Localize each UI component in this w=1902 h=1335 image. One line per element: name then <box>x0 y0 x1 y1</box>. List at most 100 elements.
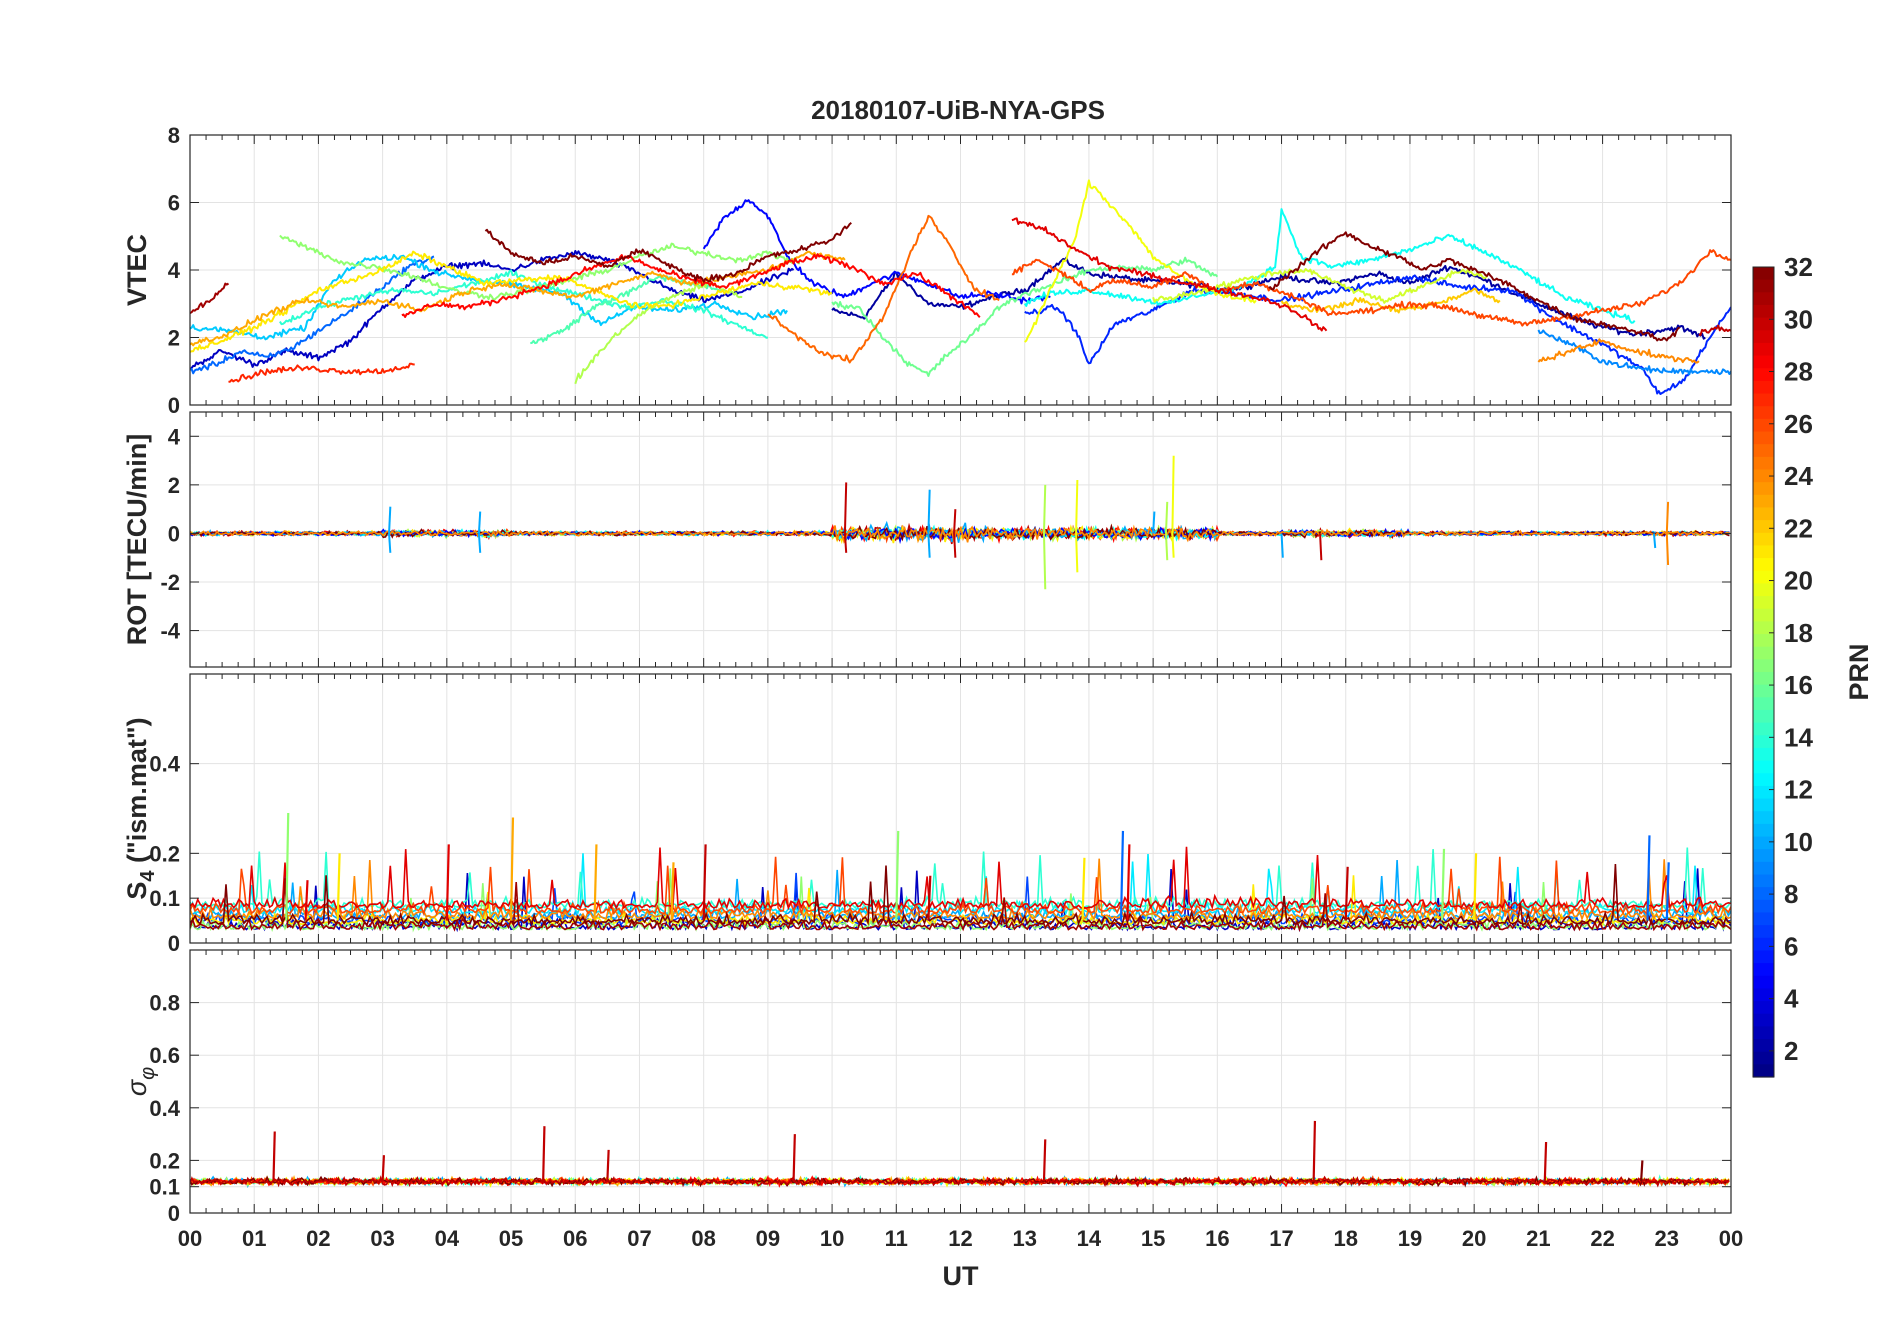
vtec-series-prn-28 <box>401 253 981 318</box>
colorbar-swatch <box>1753 709 1774 724</box>
x-tick-label: 05 <box>499 1226 523 1251</box>
colorbar-tick-label: 32 <box>1784 252 1813 282</box>
rot-spike-prn-20 <box>1171 533 1175 558</box>
x-tick-label: 04 <box>435 1226 460 1251</box>
s4-peak-prn-23 <box>593 844 598 921</box>
colorbar-swatch <box>1753 545 1774 559</box>
colorbar-label: PRN <box>1844 643 1874 700</box>
colorbar-swatch <box>1753 456 1774 471</box>
x-tick-label: 14 <box>1077 1226 1102 1251</box>
y-tick-label: 0.1 <box>149 1175 180 1200</box>
rot-spike-prn-30 <box>843 533 848 553</box>
vtec-series-prn-3 <box>190 250 795 371</box>
rot-spike-prn-30 <box>1319 533 1323 561</box>
vtec-series-prn-23 <box>190 250 846 347</box>
y-tick-label: 2 <box>168 473 180 498</box>
colorbar-swatch <box>1753 418 1774 433</box>
s4-peak-prn-23 <box>670 862 675 921</box>
sigma-spike-prn-30 <box>606 1149 610 1182</box>
vtec-series-prn-30 <box>1698 324 1731 337</box>
colorbar-swatch <box>1753 558 1774 572</box>
rot-spike-prn-10 <box>927 489 931 534</box>
y-tick-label: 6 <box>168 191 180 216</box>
colorbar-swatch <box>1753 735 1774 749</box>
colorbar-swatch <box>1753 482 1774 496</box>
colorbar-tick-label: 14 <box>1784 722 1813 752</box>
colorbar-swatch <box>1753 570 1774 585</box>
s4-peak-prn-30 <box>1344 866 1349 921</box>
y-tick-label: 0 <box>168 393 180 418</box>
vtec-series-prn-20 <box>1024 179 1257 343</box>
y-tick-label: 2 <box>168 326 180 351</box>
colorbar-swatch <box>1753 849 1774 863</box>
panel-rot: -4 -2 0 2 4 ROT [TECU/min] <box>122 411 1732 668</box>
colorbar-swatch <box>1753 330 1774 344</box>
panel-sigma-grid <box>189 950 1732 1214</box>
colorbar-swatch <box>1753 1039 1774 1053</box>
colorbar-tick-label: 6 <box>1784 931 1798 961</box>
vtec-series-prn-25 <box>767 214 1000 364</box>
vtec-series-prn-17 <box>279 234 801 301</box>
panel-sigma: 00.10.2 0.4 0.6 0.8 σφ <box>122 949 1732 1226</box>
vtec-series-prn-22 <box>1280 287 1501 314</box>
x-tick-label: 09 <box>756 1226 780 1251</box>
x-tick-label: 00 <box>178 1226 202 1251</box>
colorbar-swatch <box>1753 304 1774 319</box>
sigma-spike-prn-30 <box>1042 1139 1047 1182</box>
rot-spike-prn-20 <box>1171 455 1175 534</box>
y-tick-label: 0.6 <box>149 1043 180 1068</box>
vtec-series-prn-21 <box>190 250 833 353</box>
x-tick-label: 10 <box>820 1226 844 1251</box>
colorbar-swatch <box>1753 874 1774 888</box>
s4-peak-prn-29 <box>445 844 450 921</box>
colorbar-swatch <box>1753 393 1774 407</box>
s4-peak-prn-23 <box>509 817 515 921</box>
s4-peak-prn-8 <box>1646 835 1651 921</box>
x-tick-label: 22 <box>1590 1226 1614 1251</box>
colorbar-tick-label: 10 <box>1784 827 1813 857</box>
colorbar-swatch <box>1753 811 1774 825</box>
colorbar-swatch <box>1753 836 1774 850</box>
colorbar-swatch <box>1753 937 1774 952</box>
x-tick-label: 11 <box>885 1226 908 1251</box>
rot-spike-prn-20 <box>1075 479 1079 534</box>
s4-peak-prn-30 <box>927 875 932 921</box>
colorbar-swatch <box>1753 697 1774 711</box>
rot-spike-prn-24 <box>1665 533 1670 566</box>
colorbar-tick-label: 4 <box>1784 984 1799 1014</box>
s4-peak-prn-17 <box>1440 848 1446 921</box>
rot-spike-prn-10 <box>477 511 482 534</box>
colorbar-swatch <box>1753 722 1774 736</box>
colorbar-swatch <box>1753 621 1774 635</box>
rot-spike-prn-30 <box>843 482 848 534</box>
y-tick-label: 0.8 <box>149 991 180 1016</box>
rot-spike-prn-18 <box>1042 533 1047 590</box>
x-tick-label: 15 <box>1141 1226 1165 1251</box>
x-tick-label: 21 <box>1526 1226 1550 1251</box>
colorbar-swatch <box>1753 823 1774 838</box>
colorbar-tick-label: 30 <box>1784 304 1813 334</box>
colorbar-swatch <box>1753 532 1774 547</box>
colorbar-tick-label: 20 <box>1784 566 1813 596</box>
colorbar-tick-label: 12 <box>1784 775 1813 805</box>
colorbar-swatch <box>1753 406 1774 420</box>
x-axis-label: UT <box>943 1261 979 1291</box>
x-tick-label: 12 <box>948 1226 972 1251</box>
vtec-series-prn-24 <box>1537 338 1700 364</box>
colorbar-swatch <box>1753 773 1774 787</box>
s4-peak-prn-29 <box>1126 844 1131 921</box>
panel-vtec-data <box>190 179 1731 395</box>
vtec-series-prn-16 <box>831 256 1219 377</box>
x-tick-label: 20 <box>1462 1226 1486 1251</box>
y-tick-label: 0 <box>168 521 180 546</box>
colorbar-swatch <box>1753 1051 1774 1065</box>
panel-sigma-ticks <box>189 950 1732 1214</box>
vtec-series-prn-9 <box>1537 329 1731 376</box>
colorbar-swatch <box>1753 368 1774 382</box>
s4-peak-prn-21 <box>336 853 341 921</box>
vtec-series-prn-6 <box>1024 274 1731 395</box>
x-tick-label: 03 <box>370 1226 394 1251</box>
x-tick-label: 01 <box>242 1226 266 1251</box>
colorbar-swatch <box>1753 861 1774 876</box>
